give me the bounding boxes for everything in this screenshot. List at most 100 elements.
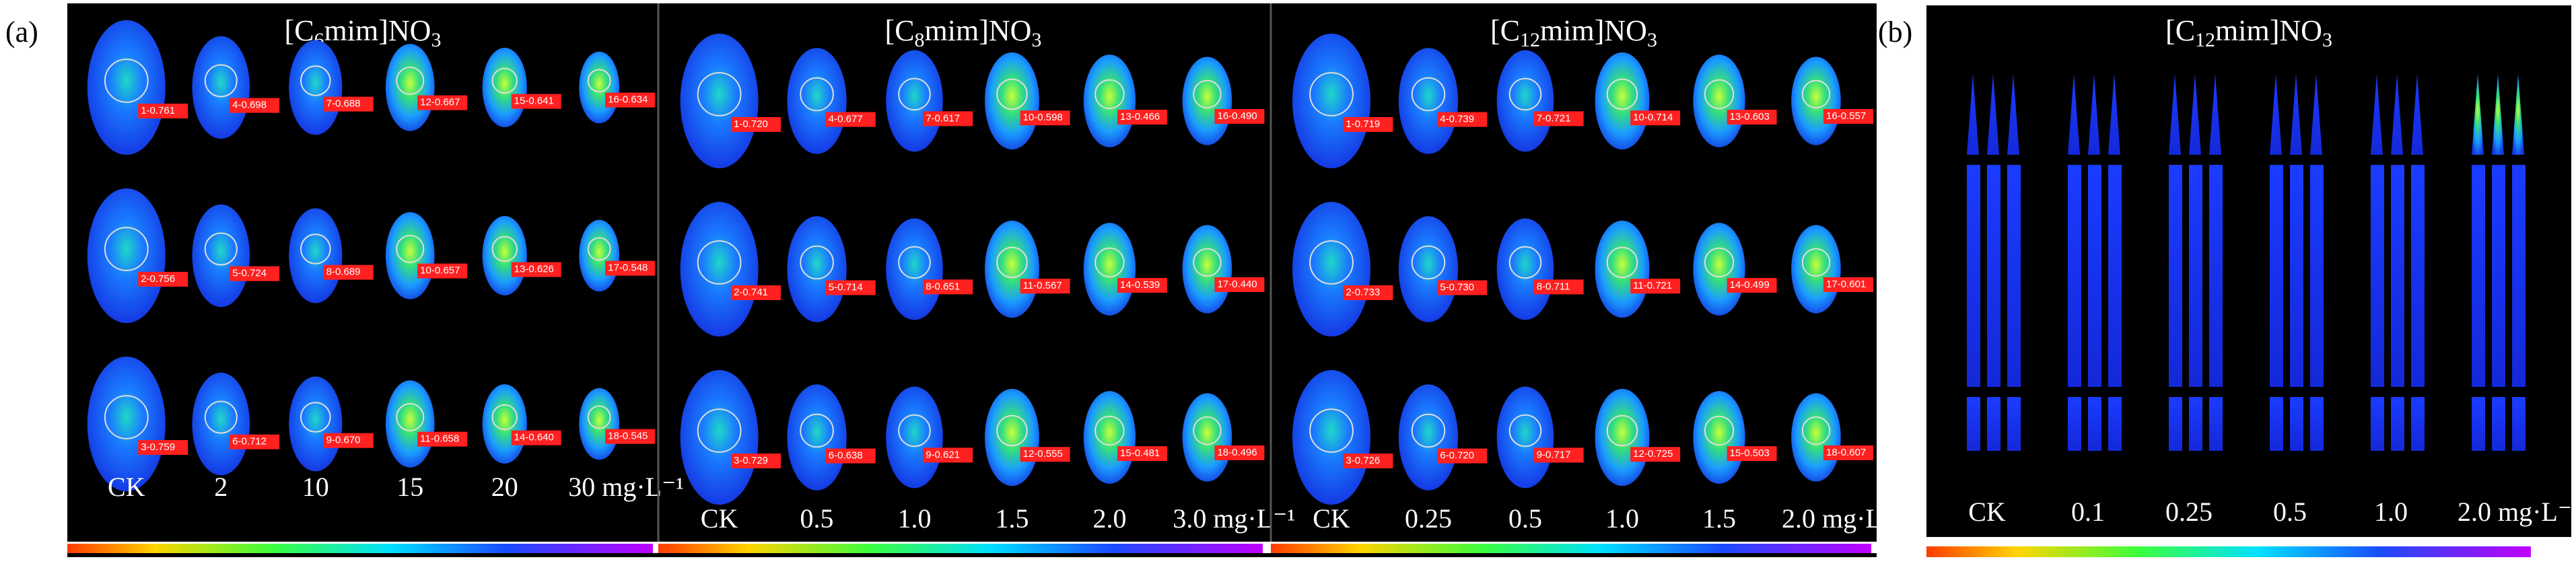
leaf-tip — [2189, 74, 2201, 155]
concentration-label: CK — [701, 503, 738, 534]
title-part: mim]NO — [925, 14, 1032, 47]
leaf — [1292, 370, 1370, 505]
concentration-label: CK — [1968, 497, 2006, 527]
roi-circle — [1309, 408, 1354, 453]
value-tag — [138, 272, 188, 287]
roi-circle — [1411, 245, 1446, 280]
roi-circle — [800, 413, 834, 448]
value-tag-text: 10-0.657 — [420, 265, 460, 277]
leaf — [1083, 223, 1136, 316]
value-tag-text: 7-0.688 — [326, 98, 361, 110]
leaf — [787, 216, 847, 322]
value-tag-text: 8-0.689 — [326, 266, 361, 278]
value-tag-text: 3-0.759 — [141, 441, 175, 453]
value-tag — [1117, 110, 1168, 125]
title-part: [C — [1490, 14, 1520, 47]
value-tag-text: 18-0.496 — [1217, 447, 1257, 458]
concentration-label: 10 — [302, 472, 329, 502]
leaf-strip — [1987, 165, 2000, 387]
subscript: 3 — [1647, 29, 1657, 51]
leaf — [680, 34, 759, 168]
leaf — [1791, 57, 1841, 145]
concentration-label: 2.0 mg·L⁻¹ — [2458, 497, 2576, 527]
value-tag — [1214, 445, 1265, 460]
value-tag-text: 11-0.567 — [1023, 280, 1062, 291]
subscript: 12 — [1520, 29, 1540, 51]
panel-title: [C8mim]NO3 — [885, 14, 1042, 51]
value-tag — [923, 447, 973, 463]
value-tag — [605, 429, 656, 444]
roi-circle — [396, 235, 425, 263]
leaf-base — [2189, 397, 2202, 451]
title-part: mim]NO — [2215, 14, 2322, 47]
leaf-base — [2411, 397, 2425, 451]
leaf-base — [2209, 397, 2223, 451]
value-tag — [1117, 278, 1168, 293]
roi-circle — [1094, 415, 1125, 446]
panel-title: [C12mim]NO3 — [2165, 14, 2332, 51]
value-tag-text: 13-0.466 — [1120, 111, 1160, 122]
roi-circle — [1801, 79, 1831, 109]
concentration-label: 0.1 — [2071, 497, 2105, 527]
roi-circle — [104, 59, 149, 103]
leaf — [289, 40, 343, 135]
leaf-tip — [2472, 74, 2484, 155]
roi-circle — [996, 415, 1028, 447]
concentration-label: 0.5 — [800, 503, 834, 534]
roi-circle — [1606, 415, 1638, 447]
leaf — [289, 376, 343, 472]
value-tag-text: 16-0.557 — [1826, 110, 1866, 122]
leaf-base — [2391, 397, 2404, 451]
concentration-label: CK — [1313, 503, 1350, 534]
roi-circle — [1508, 77, 1542, 111]
value-tag-text: 14-0.539 — [1120, 279, 1160, 291]
value-tag — [1117, 446, 1168, 462]
value-tag — [731, 117, 781, 132]
leaf-tip — [2371, 74, 2383, 155]
concentration-label: 2.0 mg·L⁻¹ — [1782, 503, 1904, 534]
roi-circle — [587, 405, 611, 429]
value-tag-text: 16-0.634 — [608, 94, 648, 106]
value-tag — [1343, 285, 1393, 300]
roi-circle — [1309, 72, 1354, 116]
roi-circle — [300, 233, 331, 264]
leaf — [1496, 386, 1554, 489]
leaf — [87, 357, 166, 491]
leaf — [1292, 202, 1370, 336]
value-tag — [417, 263, 468, 279]
concentration-label: 1.5 — [995, 503, 1029, 534]
leaf — [579, 388, 620, 460]
value-tag-text: 9-0.670 — [326, 435, 361, 446]
concentration-label: 30 mg·L⁻¹ — [568, 472, 684, 502]
value-tag — [138, 440, 188, 455]
value-tag — [1533, 111, 1584, 127]
color-bar — [1926, 546, 2531, 557]
value-tag-text: 13-0.626 — [514, 264, 554, 275]
leaf — [87, 20, 166, 155]
roi-circle — [1801, 416, 1831, 445]
value-tag-text: 13-0.603 — [1730, 111, 1770, 122]
roi-circle — [800, 77, 834, 112]
value-tag-text: 17-0.440 — [1217, 279, 1257, 290]
leaf — [482, 384, 527, 464]
roi-circle — [800, 245, 834, 280]
color-bar-base — [67, 553, 1877, 557]
value-tag-text: 8-0.711 — [1537, 281, 1570, 292]
value-tag — [825, 112, 876, 127]
leaf-base — [2472, 397, 2485, 451]
value-tag — [1823, 108, 1874, 124]
value-tag-text: 11-0.658 — [420, 433, 459, 445]
roi-circle — [898, 246, 931, 279]
leaf — [787, 48, 847, 154]
panel-label: (a) — [5, 15, 38, 48]
leaf-strip — [2007, 165, 2021, 387]
leaf — [192, 372, 250, 476]
leaf-base — [2310, 397, 2324, 451]
leaf-strip — [2169, 165, 2182, 387]
roi-circle — [204, 400, 238, 434]
roi-circle — [996, 246, 1028, 279]
leaf — [1182, 225, 1232, 314]
leaf-strip — [2512, 165, 2526, 387]
leaf — [1496, 50, 1554, 152]
leaf — [579, 51, 620, 124]
